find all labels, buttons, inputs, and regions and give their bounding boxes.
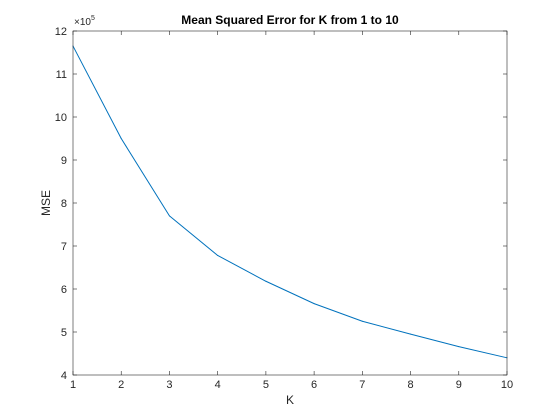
- data-point: [265, 280, 267, 282]
- data-point: [217, 254, 219, 256]
- x-ticks: 1 2 3 4 5 6 7 8 9 10: [70, 31, 513, 391]
- data-point: [313, 303, 315, 305]
- y-tick-label: 4: [61, 370, 67, 382]
- plot-area: [73, 31, 507, 375]
- x-tick-label: 6: [311, 379, 317, 391]
- x-axis-label: K: [286, 393, 294, 407]
- x-tick-label: 8: [407, 379, 413, 391]
- x-tick-label: 10: [501, 379, 513, 391]
- y-axis-label: MSE: [39, 190, 53, 216]
- y-tick-label: 6: [61, 284, 67, 296]
- x-tick-label: 9: [456, 379, 462, 391]
- y-tick-label: 12: [55, 26, 67, 38]
- y-exponent-base: ×10: [74, 17, 91, 28]
- y-tick-label: 9: [61, 155, 67, 167]
- data-point: [120, 138, 122, 139]
- data-point: [410, 333, 412, 335]
- y-exponent-power: 5: [91, 15, 95, 22]
- y-tick-label: 7: [61, 241, 67, 253]
- series-line: [72, 45, 508, 359]
- y-tick-label: 11: [56, 69, 67, 81]
- y-tick-label: 8: [61, 198, 67, 210]
- x-tick-label: 2: [118, 379, 124, 391]
- x-tick-label: 1: [70, 379, 76, 391]
- y-tick-label: 10: [55, 112, 67, 124]
- x-tick-label: 5: [263, 379, 269, 391]
- y-tick-label: 5: [61, 327, 67, 339]
- plot-background: [73, 31, 507, 375]
- x-tick-label: 4: [215, 379, 221, 391]
- x-tick-label: 3: [166, 379, 172, 391]
- data-point: [458, 346, 460, 348]
- data-point: [361, 320, 363, 322]
- y-exponent-label: ×105: [74, 15, 95, 28]
- chart-title: Mean Squared Error for K from 1 to 10: [181, 13, 399, 27]
- y-ticks: 4 5 6 7 8 9 10 11 12: [55, 26, 507, 382]
- data-point: [168, 215, 170, 217]
- x-tick-label: 7: [359, 379, 365, 391]
